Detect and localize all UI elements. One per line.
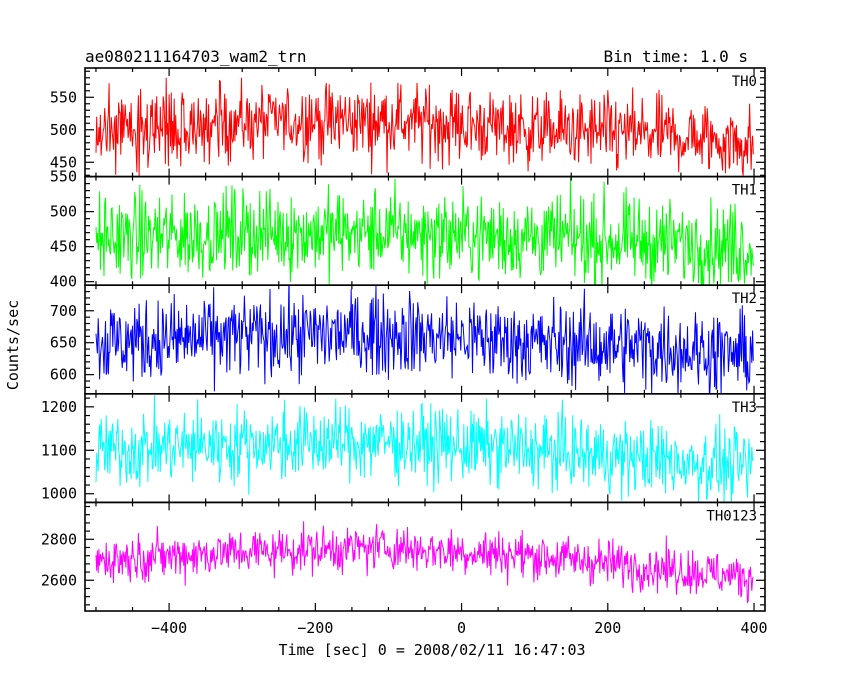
- y-tick-label: 700: [50, 302, 77, 320]
- y-tick-label: 400: [50, 273, 77, 291]
- y-tick-label: 600: [50, 366, 77, 384]
- panel-label: TH1: [732, 183, 757, 199]
- panel-label: TH0: [732, 74, 757, 90]
- panel-label: TH2: [732, 291, 757, 307]
- y-tick-label: 1100: [41, 441, 77, 459]
- bin-time-label: Bin time: 1.0 s: [604, 47, 749, 66]
- observation-title: ae080211164703_wam2_trn: [85, 47, 307, 66]
- y-tick-label: 550: [50, 168, 77, 186]
- x-tick-label: 0: [457, 619, 466, 637]
- panel-label: TH3: [732, 400, 757, 416]
- panel-th2: 600 650 700 TH2: [50, 284, 766, 395]
- panel-th3: 1000 1100 1200 TH3: [41, 392, 766, 504]
- y-tick-label: 650: [50, 334, 77, 352]
- series-th2: [95, 285, 754, 394]
- panel-th1: 400 450 500 550 TH1: [50, 168, 766, 291]
- series-th3: [95, 395, 754, 503]
- y-tick-label: 450: [50, 153, 77, 171]
- x-axis-label: Time [sec] 0 = 2008/02/11 16:47:03: [278, 641, 585, 659]
- y-tick-label: 500: [50, 121, 77, 139]
- y-tick-label: 1200: [41, 398, 77, 416]
- panel-label: TH0123: [706, 508, 757, 524]
- y-tick-label: 500: [50, 203, 77, 221]
- x-tick-label: 400: [740, 619, 767, 637]
- y-axis-label: Counts/sec: [4, 300, 22, 390]
- panel-th0: 450 500 550 TH0: [50, 67, 766, 178]
- series-th0123: [95, 521, 754, 603]
- y-tick-label: 550: [50, 88, 77, 106]
- x-tick-label: 200: [594, 619, 621, 637]
- y-tick-label: 1000: [41, 485, 77, 503]
- panel-th0123: 2600 2800 TH0123: [41, 501, 766, 612]
- y-tick-label: 2800: [41, 530, 77, 548]
- series-th0: [95, 77, 754, 177]
- y-tick-label: 450: [50, 238, 77, 256]
- x-tick-label: −400: [151, 619, 187, 637]
- x-axis: −400 −200 0 200 400: [151, 619, 768, 637]
- series-th1: [95, 177, 754, 286]
- x-tick-label: −200: [297, 619, 333, 637]
- panel-stack: 450 500 550 TH0 400 450 500 550 TH1 600 650 700 TH2 1…: [41, 67, 766, 612]
- y-tick-label: 2600: [41, 571, 77, 589]
